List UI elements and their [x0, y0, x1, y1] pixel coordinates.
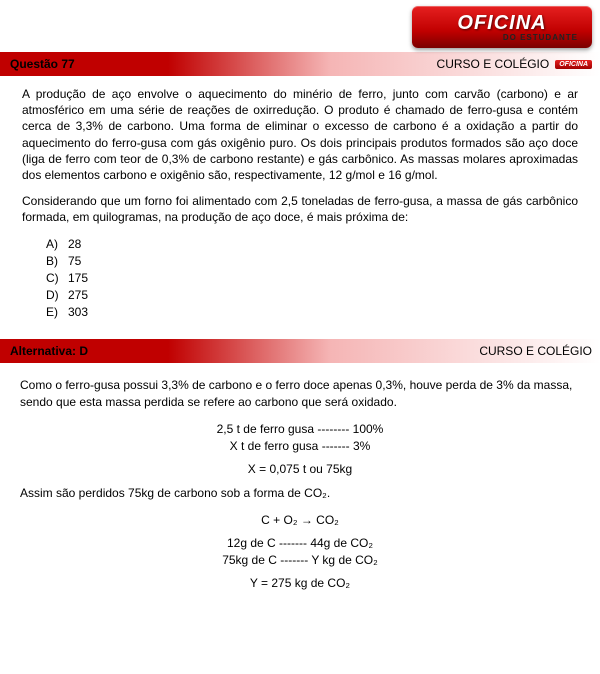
question-paragraph-2: Considerando que um forno foi alimentado… — [22, 193, 578, 225]
mini-logo: OFICINA — [555, 60, 592, 69]
answer-paragraph-1: Como o ferro-gusa possui 3,3% de carbono… — [20, 377, 580, 411]
answer-paragraph-2: Assim são perdidos 75kg de carbono sob a… — [20, 485, 580, 502]
calc-line-3b: 75kg de C ------- Y kg de CO₂ — [20, 552, 580, 569]
calc-line-1b: X t de ferro gusa ------- 3% — [20, 438, 580, 455]
question-header-bar: Questão 77 CURSO E COLÉGIO OFICINA — [0, 52, 600, 76]
calc-line-3a: 12g de C ------- 44g de CO₂ — [20, 535, 580, 552]
brand-logo: OFICINA DO ESTUDANTE — [412, 6, 592, 48]
option-d: D)275 — [46, 287, 578, 303]
option-a: A)28 — [46, 236, 578, 252]
calc-block-2: 12g de C ------- 44g de CO₂ 75kg de C --… — [20, 535, 580, 569]
header-logo-wrap: OFICINA DO ESTUDANTE — [0, 0, 600, 52]
logo-main-text: OFICINA — [457, 13, 546, 33]
calc-block-1: 2,5 t de ferro gusa -------- 100% X t de… — [20, 421, 580, 455]
answer-course-label: CURSO E COLÉGIO — [479, 344, 592, 358]
question-course-label: CURSO E COLÉGIO OFICINA — [437, 57, 592, 71]
option-e: E)303 — [46, 304, 578, 320]
answer-header-bar: Alternativa: D CURSO E COLÉGIO — [0, 339, 600, 363]
equation: C + O₂ → CO₂ — [20, 512, 580, 529]
option-b: B)75 — [46, 253, 578, 269]
course-text: CURSO E COLÉGIO — [437, 57, 550, 71]
question-options: A)28 B)75 C)175 D)275 E)303 — [22, 236, 578, 321]
question-paragraph-1: A produção de aço envolve o aquecimento … — [22, 86, 578, 183]
answer-label: Alternativa: D — [10, 344, 88, 358]
question-number: Questão 77 — [10, 57, 75, 71]
question-body: A produção de aço envolve o aquecimento … — [0, 76, 600, 339]
calc-result-y: Y = 275 kg de CO₂ — [20, 575, 580, 592]
calc-result-x: X = 0,075 t ou 75kg — [20, 461, 580, 478]
logo-sub-text: DO ESTUDANTE — [503, 33, 592, 42]
calc-line-1a: 2,5 t de ferro gusa -------- 100% — [20, 421, 580, 438]
option-c: C)175 — [46, 270, 578, 286]
answer-body: Como o ferro-gusa possui 3,3% de carbono… — [0, 363, 600, 605]
